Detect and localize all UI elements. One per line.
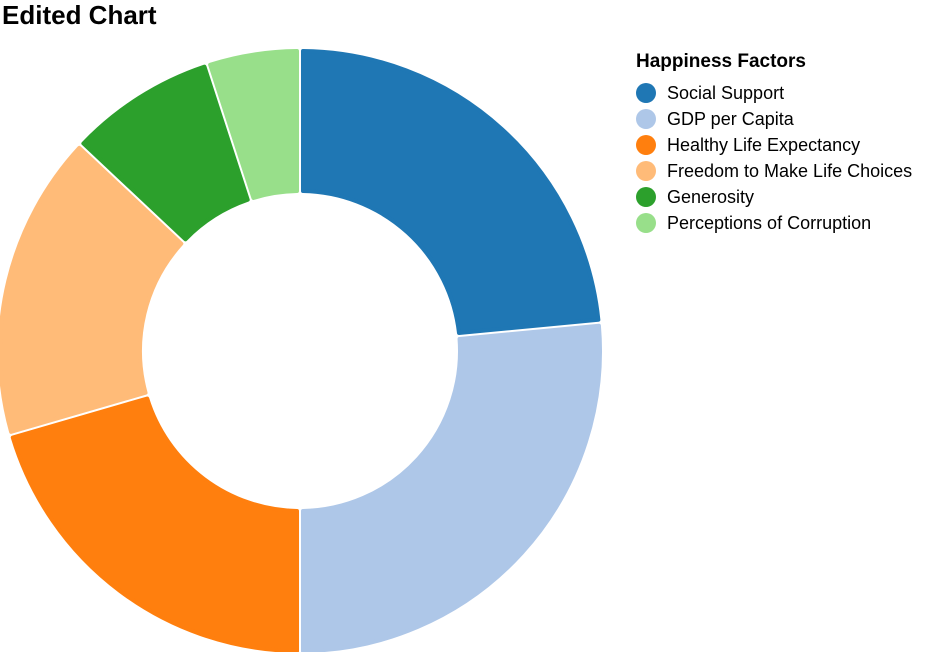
legend-swatch	[636, 187, 656, 207]
legend-item[interactable]: Social Support	[636, 80, 912, 106]
legend-item[interactable]: Perceptions of Corruption	[636, 210, 912, 236]
donut-slice-healthy-life-expectancy[interactable]	[10, 396, 299, 652]
legend-label: Generosity	[667, 186, 755, 207]
donut-slice-generosity[interactable]	[81, 64, 250, 242]
legend-swatch	[636, 135, 656, 155]
donut-slice-freedom-to-make-life-choices[interactable]	[0, 145, 184, 434]
donut-slice-social-support[interactable]	[301, 49, 601, 335]
donut-slice-gdp-per-capita[interactable]	[301, 323, 602, 652]
legend-label: Healthy Life Expectancy	[667, 134, 861, 155]
legend-label: Social Support	[667, 82, 785, 103]
donut-slice-perceptions-of-corruption[interactable]	[208, 49, 299, 200]
legend-swatch	[636, 109, 656, 129]
legend-label: GDP per Capita	[667, 108, 794, 129]
legend-item[interactable]: Freedom to Make Life Choices	[636, 158, 912, 184]
legend-item[interactable]: GDP per Capita	[636, 106, 912, 132]
legend-swatch	[636, 161, 656, 181]
legend-label: Freedom to Make Life Choices	[667, 160, 913, 181]
legend-title: Happiness Factors	[636, 51, 806, 72]
chart-title: Edited Chart	[2, 0, 157, 30]
legend-item[interactable]: Generosity	[636, 184, 912, 210]
legend: Happiness Factors Social Support GDP per …	[636, 51, 912, 236]
legend-swatch	[636, 213, 656, 233]
legend-items: Social Support GDP per Capita Healthy Life…	[636, 80, 912, 236]
legend-label: Perceptions of Corruption	[667, 212, 872, 233]
legend-swatch	[636, 83, 656, 103]
legend-item[interactable]: Healthy Life Expectancy	[636, 132, 912, 158]
